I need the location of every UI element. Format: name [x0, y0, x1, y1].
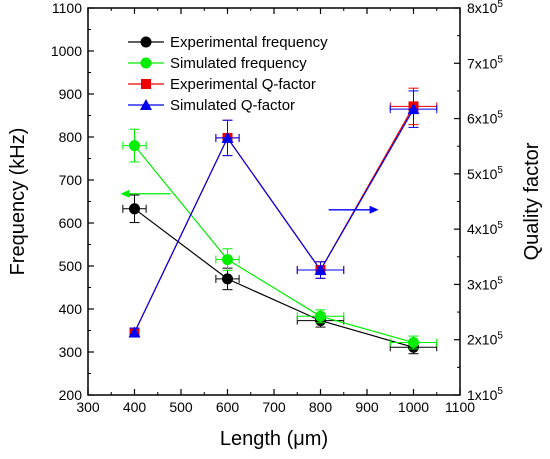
y2-tick-label: 2x105 — [467, 331, 503, 348]
legend-label: Experimental frequency — [170, 34, 328, 51]
data-point — [222, 273, 233, 285]
y-tick-label: 300 — [59, 344, 83, 360]
x-tick-label: 800 — [309, 399, 333, 415]
legend-marker — [140, 36, 152, 48]
x-tick-label: 500 — [169, 399, 193, 415]
legend-marker — [140, 99, 152, 110]
data-point — [315, 310, 326, 322]
y-tick-label: 600 — [59, 215, 83, 231]
legend-item-simulated-frequency: Simulated frequency — [128, 55, 307, 72]
y-tick-label: 900 — [59, 86, 83, 102]
legend-marker — [141, 79, 151, 89]
axis-arrow-right-head — [369, 205, 379, 214]
y2-tick-label: 3x105 — [467, 275, 503, 292]
data-point — [222, 254, 233, 266]
series-simulated-frequency — [122, 128, 438, 350]
y2-tick-label: 4x105 — [467, 220, 503, 237]
x-tick-label: 600 — [216, 399, 240, 415]
x-tick-label: 300 — [76, 399, 100, 415]
x-tick-label: 1100 — [445, 399, 475, 415]
legend-item-simulated-q-factor: Simulated Q-factor — [128, 97, 295, 114]
data-point — [221, 131, 234, 143]
y2-tick-label: 5x105 — [467, 165, 503, 182]
y2-tick-label: 7x105 — [467, 54, 503, 71]
data-point — [129, 203, 140, 215]
x-tick-label: 400 — [123, 399, 147, 415]
legend-label: Simulated Q-factor — [170, 97, 295, 114]
y-axis-title: Frequency (kHz) — [7, 128, 29, 276]
y2-tick-label: 8x105 — [467, 0, 503, 16]
axis-arrow-left-head — [120, 189, 130, 198]
legend-item-experimental-frequency: Experimental frequency — [128, 34, 328, 51]
series-line-simulated-q-factor — [133, 108, 415, 333]
y-tick-label: 800 — [59, 129, 83, 145]
y-tick-label: 1000 — [51, 43, 82, 59]
y-tick-label: 400 — [59, 301, 83, 317]
series-line-experimental-frequency — [134, 208, 414, 348]
x-tick-label: 700 — [262, 399, 286, 415]
legend-label: Simulated frequency — [170, 55, 307, 72]
y2-tick-label: 6x105 — [467, 110, 503, 127]
series-simulated-q-factor — [128, 90, 438, 338]
y2-axis-title: Quality factor — [521, 142, 543, 260]
data-point — [407, 103, 420, 115]
data-point — [128, 326, 141, 338]
y-tick-label: 1100 — [52, 0, 82, 16]
series-line-simulated-frequency — [134, 145, 414, 344]
legend-marker — [140, 57, 152, 69]
y-tick-label: 200 — [59, 387, 83, 403]
y2-tick-label: 1x105 — [467, 386, 503, 403]
y-tick-label: 700 — [59, 172, 83, 188]
data-point — [129, 140, 140, 152]
data-point — [314, 264, 327, 276]
legend-item-experimental-q-factor: Experimental Q-factor — [128, 76, 316, 93]
series-experimental-q-factor — [129, 87, 438, 338]
x-tick-label: 900 — [355, 399, 379, 415]
data-point — [408, 337, 419, 349]
x-axis-title: Length (μm) — [220, 428, 328, 450]
legend-label: Experimental Q-factor — [170, 76, 316, 93]
x-tick-label: 1000 — [398, 399, 429, 415]
y-tick-label: 500 — [59, 258, 83, 274]
series-line-experimental-q-factor — [133, 106, 415, 333]
series-experimental-frequency — [122, 194, 438, 355]
